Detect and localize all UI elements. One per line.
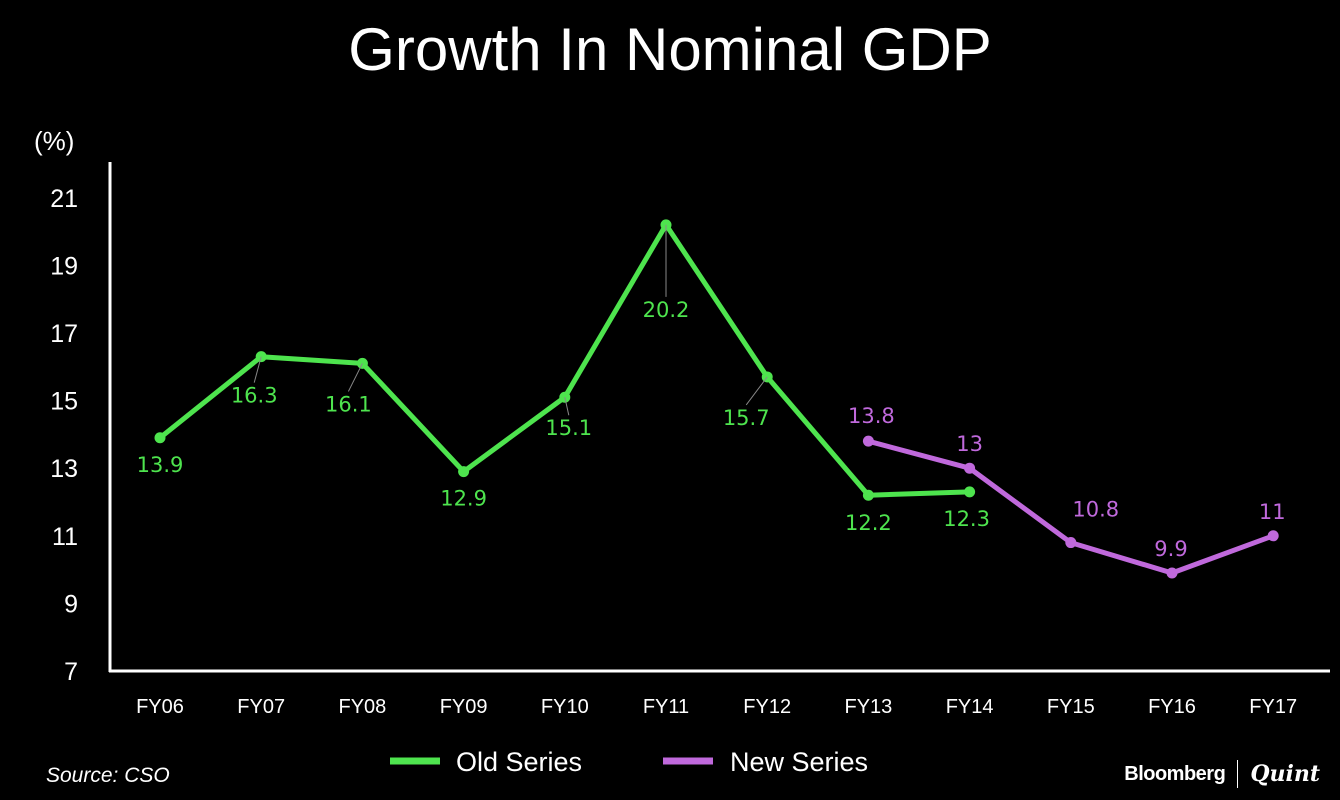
x-tick-label: FY11: [643, 696, 689, 718]
data-point: [964, 486, 976, 498]
x-tick-label: FY12: [743, 696, 791, 718]
x-tick-label: FY13: [844, 696, 892, 718]
data-label: 16.3: [231, 384, 278, 408]
x-tick-label: FY17: [1249, 696, 1297, 718]
x-tick-label: FY16: [1148, 696, 1196, 718]
data-label-leader: [564, 397, 570, 416]
y-tick-label: 7: [64, 658, 78, 686]
x-tick-label: FY14: [946, 696, 994, 718]
y-tick-label: 9: [64, 590, 78, 618]
x-tick-label: FY06: [136, 696, 184, 718]
series-line-old-series: [157, 222, 973, 498]
y-tick-label: 17: [50, 320, 78, 348]
data-label: 16.1: [325, 392, 372, 416]
data-label: 13.9: [137, 453, 184, 477]
data-point: [1166, 567, 1178, 579]
source-note: Source: CSO: [46, 764, 170, 787]
data-point: [964, 462, 976, 474]
y-tick-label: 13: [50, 455, 78, 483]
y-axis-unit-label: (%): [34, 126, 75, 156]
data-label: 12.9: [440, 487, 487, 511]
series-line-new-series: [865, 438, 1276, 576]
y-tick-label: 19: [50, 252, 78, 280]
data-point: [1065, 537, 1077, 549]
x-tick-label: FY15: [1047, 696, 1095, 718]
legend-label: Old Series: [456, 747, 582, 777]
data-label-leader: [253, 356, 262, 383]
x-tick-label: FY09: [440, 696, 488, 718]
chart-title: Growth In Nominal GDP: [348, 16, 992, 83]
data-label: 15.7: [723, 406, 770, 430]
x-tick-label: FY10: [541, 696, 589, 718]
legend-label: New Series: [730, 747, 868, 777]
brand-secondary: Quint: [1250, 761, 1320, 787]
brand-logo: Bloomberg Quint: [1124, 760, 1320, 788]
brand-primary: Bloomberg: [1124, 762, 1226, 785]
y-tick-label: 11: [52, 523, 78, 551]
data-label-leader: [745, 376, 768, 406]
data-point: [862, 489, 874, 501]
data-label: 13: [956, 432, 983, 456]
data-label: 12.3: [943, 507, 990, 531]
y-tick-label: 15: [50, 388, 78, 416]
data-label: 11: [1259, 500, 1286, 524]
data-label: 10.8: [1072, 498, 1119, 522]
data-point: [1267, 530, 1279, 542]
data-label: 20.2: [643, 298, 690, 322]
data-label-leader: [347, 363, 363, 392]
data-point: [458, 466, 470, 478]
data-point: [862, 435, 874, 447]
brand-divider: [1237, 760, 1239, 788]
data-label: 13.8: [848, 404, 895, 428]
data-label: 12.2: [845, 511, 892, 535]
y-tick-label: 21: [50, 185, 78, 213]
data-point: [154, 432, 166, 444]
data-label: 15.1: [545, 416, 592, 440]
x-tick-label: FY08: [338, 696, 386, 718]
data-label: 9.9: [1154, 537, 1187, 561]
x-tick-label: FY07: [237, 696, 285, 718]
